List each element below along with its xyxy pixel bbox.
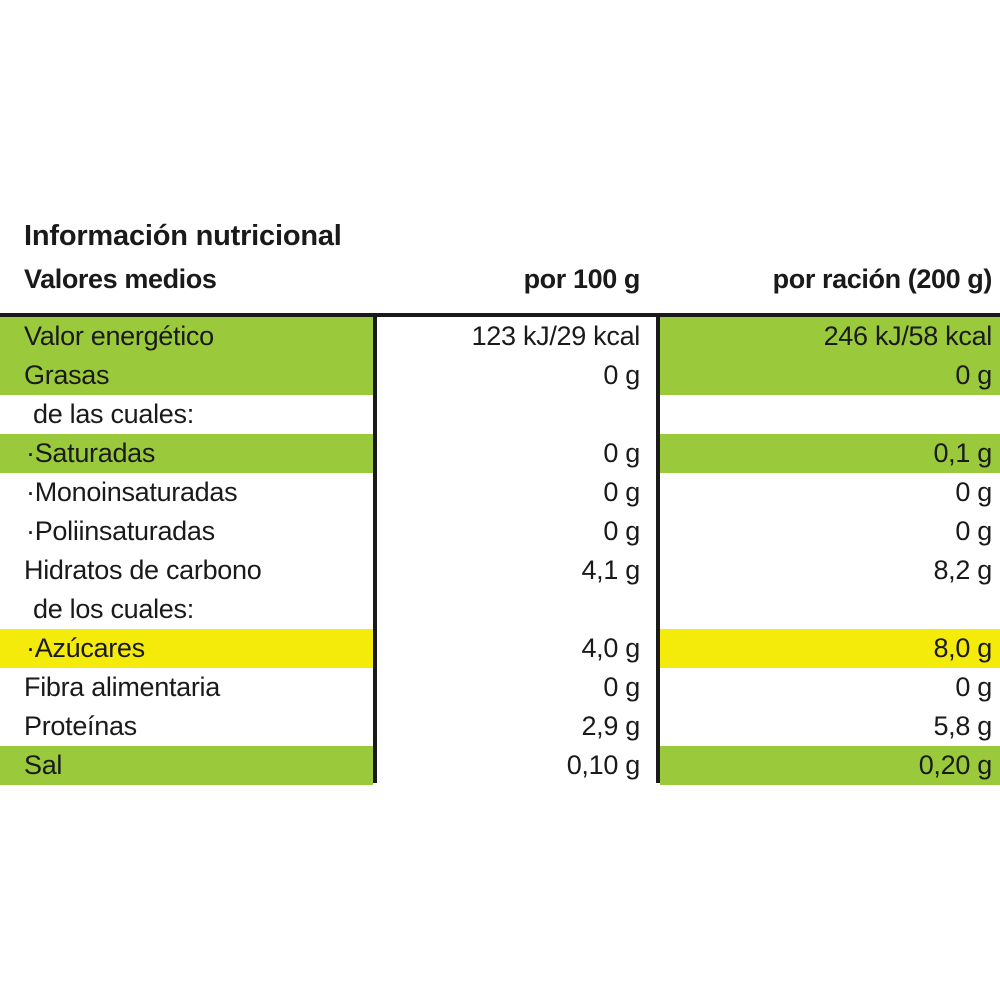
table-column-divider-1 [373, 313, 377, 783]
nutrient-value-per-racion: 0,20 g [918, 750, 993, 780]
row-highlight-label-cell [0, 629, 373, 668]
table-top-rule [0, 313, 1000, 317]
row-highlight-racion-cell [660, 317, 1000, 356]
nutrient-label: ·Saturadas [26, 438, 156, 468]
nutrient-value-per-racion [0, 395, 992, 434]
row-highlight-label-cell [0, 356, 373, 395]
nutrient-value-per-racion: 0 g [955, 516, 992, 546]
table-row: Proteínas 2,9 g 5,8 g [0, 707, 1000, 746]
nutrient-label: Sal [24, 750, 63, 780]
table-row: ·Azúcares 4,0 g 8,0 g [0, 629, 1000, 668]
table-row: de los cuales: [0, 590, 1000, 629]
table-header-row: Valores medios por 100 g por ración (200… [0, 266, 1000, 310]
table-row: Grasas 0 g 0 g [0, 356, 1000, 395]
table-row: Fibra alimentaria 0 g 0 g [0, 668, 1000, 707]
nutrient-label: de los cuales: [33, 594, 194, 624]
nutrient-value-per-racion: 246 kJ/58 kcal [823, 321, 993, 351]
column-header-por-racion: por ración (200 g) [772, 264, 993, 294]
row-highlight-label-cell [0, 434, 373, 473]
row-highlight-label-cell [0, 317, 373, 356]
row-highlight-racion-cell [660, 356, 1000, 395]
nutrient-value-per-racion: 0 g [955, 672, 992, 702]
table-row: de las cuales: [0, 395, 1000, 434]
row-highlight-racion-cell [660, 434, 1000, 473]
nutrient-value-per-100g: 2,9 g [581, 711, 640, 741]
table-row: Valor energético 123 kJ/29 kcal 246 kJ/58 … [0, 317, 1000, 356]
nutrient-value-per-racion: 0,1 g [933, 438, 992, 468]
table-row: Hidratos de carbono 4,1 g 8,2 g [0, 551, 1000, 590]
nutrient-value-per-racion: 8,0 g [933, 633, 992, 663]
nutrient-label: de las cuales: [33, 399, 194, 429]
nutrient-value-per-100g: 4,1 g [581, 555, 640, 585]
table-row: ·Saturadas 0 g 0,1 g [0, 434, 1000, 473]
nutrient-value-per-100g: 123 kJ/29 kcal [471, 321, 641, 351]
nutrient-value-per-100g: 0 g [603, 672, 640, 702]
nutrient-label: ·Monoinsaturadas [26, 477, 238, 507]
nutrient-label: Fibra alimentaria [24, 672, 220, 702]
nutrition-table: Valor energético 123 kJ/29 kcal 246 kJ/58 … [0, 313, 1000, 785]
nutrient-label: Proteínas [24, 711, 137, 741]
nutrient-value-per-racion: 5,8 g [933, 711, 992, 741]
row-highlight-racion-cell [660, 629, 1000, 668]
nutrient-label: Valor energético [24, 321, 214, 351]
nutrient-label: Grasas [24, 360, 110, 390]
row-highlight-label-cell [0, 746, 373, 785]
nutrient-value-per-racion [0, 590, 992, 629]
nutrient-label: ·Azúcares [26, 633, 145, 663]
nutrient-value-per-100g: 0 g [603, 438, 640, 468]
nutrient-label: Hidratos de carbono [24, 555, 262, 585]
nutrient-value-per-100g: 0,10 g [566, 750, 641, 780]
nutrient-value-per-racion: 0 g [955, 477, 992, 507]
table-row: ·Monoinsaturadas 0 g 0 g [0, 473, 1000, 512]
table-row: Sal 0,10 g 0,20 g [0, 746, 1000, 785]
table-row: ·Poliinsaturadas 0 g 0 g [0, 512, 1000, 551]
row-highlight-racion-cell [660, 746, 1000, 785]
nutrient-value-per-100g: 4,0 g [581, 633, 640, 663]
nutrient-value-per-100g: 0 g [603, 360, 640, 390]
nutrient-value-per-racion: 8,2 g [933, 555, 992, 585]
column-header-valores-medios: Valores medios [24, 264, 217, 294]
table-column-divider-2 [656, 313, 660, 783]
column-header-por-100g: por 100 g [523, 264, 641, 294]
nutrient-value-per-100g: 0 g [603, 477, 640, 507]
nutrient-value-per-racion: 0 g [955, 360, 992, 390]
nutrient-label: ·Poliinsaturadas [26, 516, 215, 546]
nutrient-value-per-100g: 0 g [603, 516, 640, 546]
page-title: Información nutricional [24, 220, 342, 252]
